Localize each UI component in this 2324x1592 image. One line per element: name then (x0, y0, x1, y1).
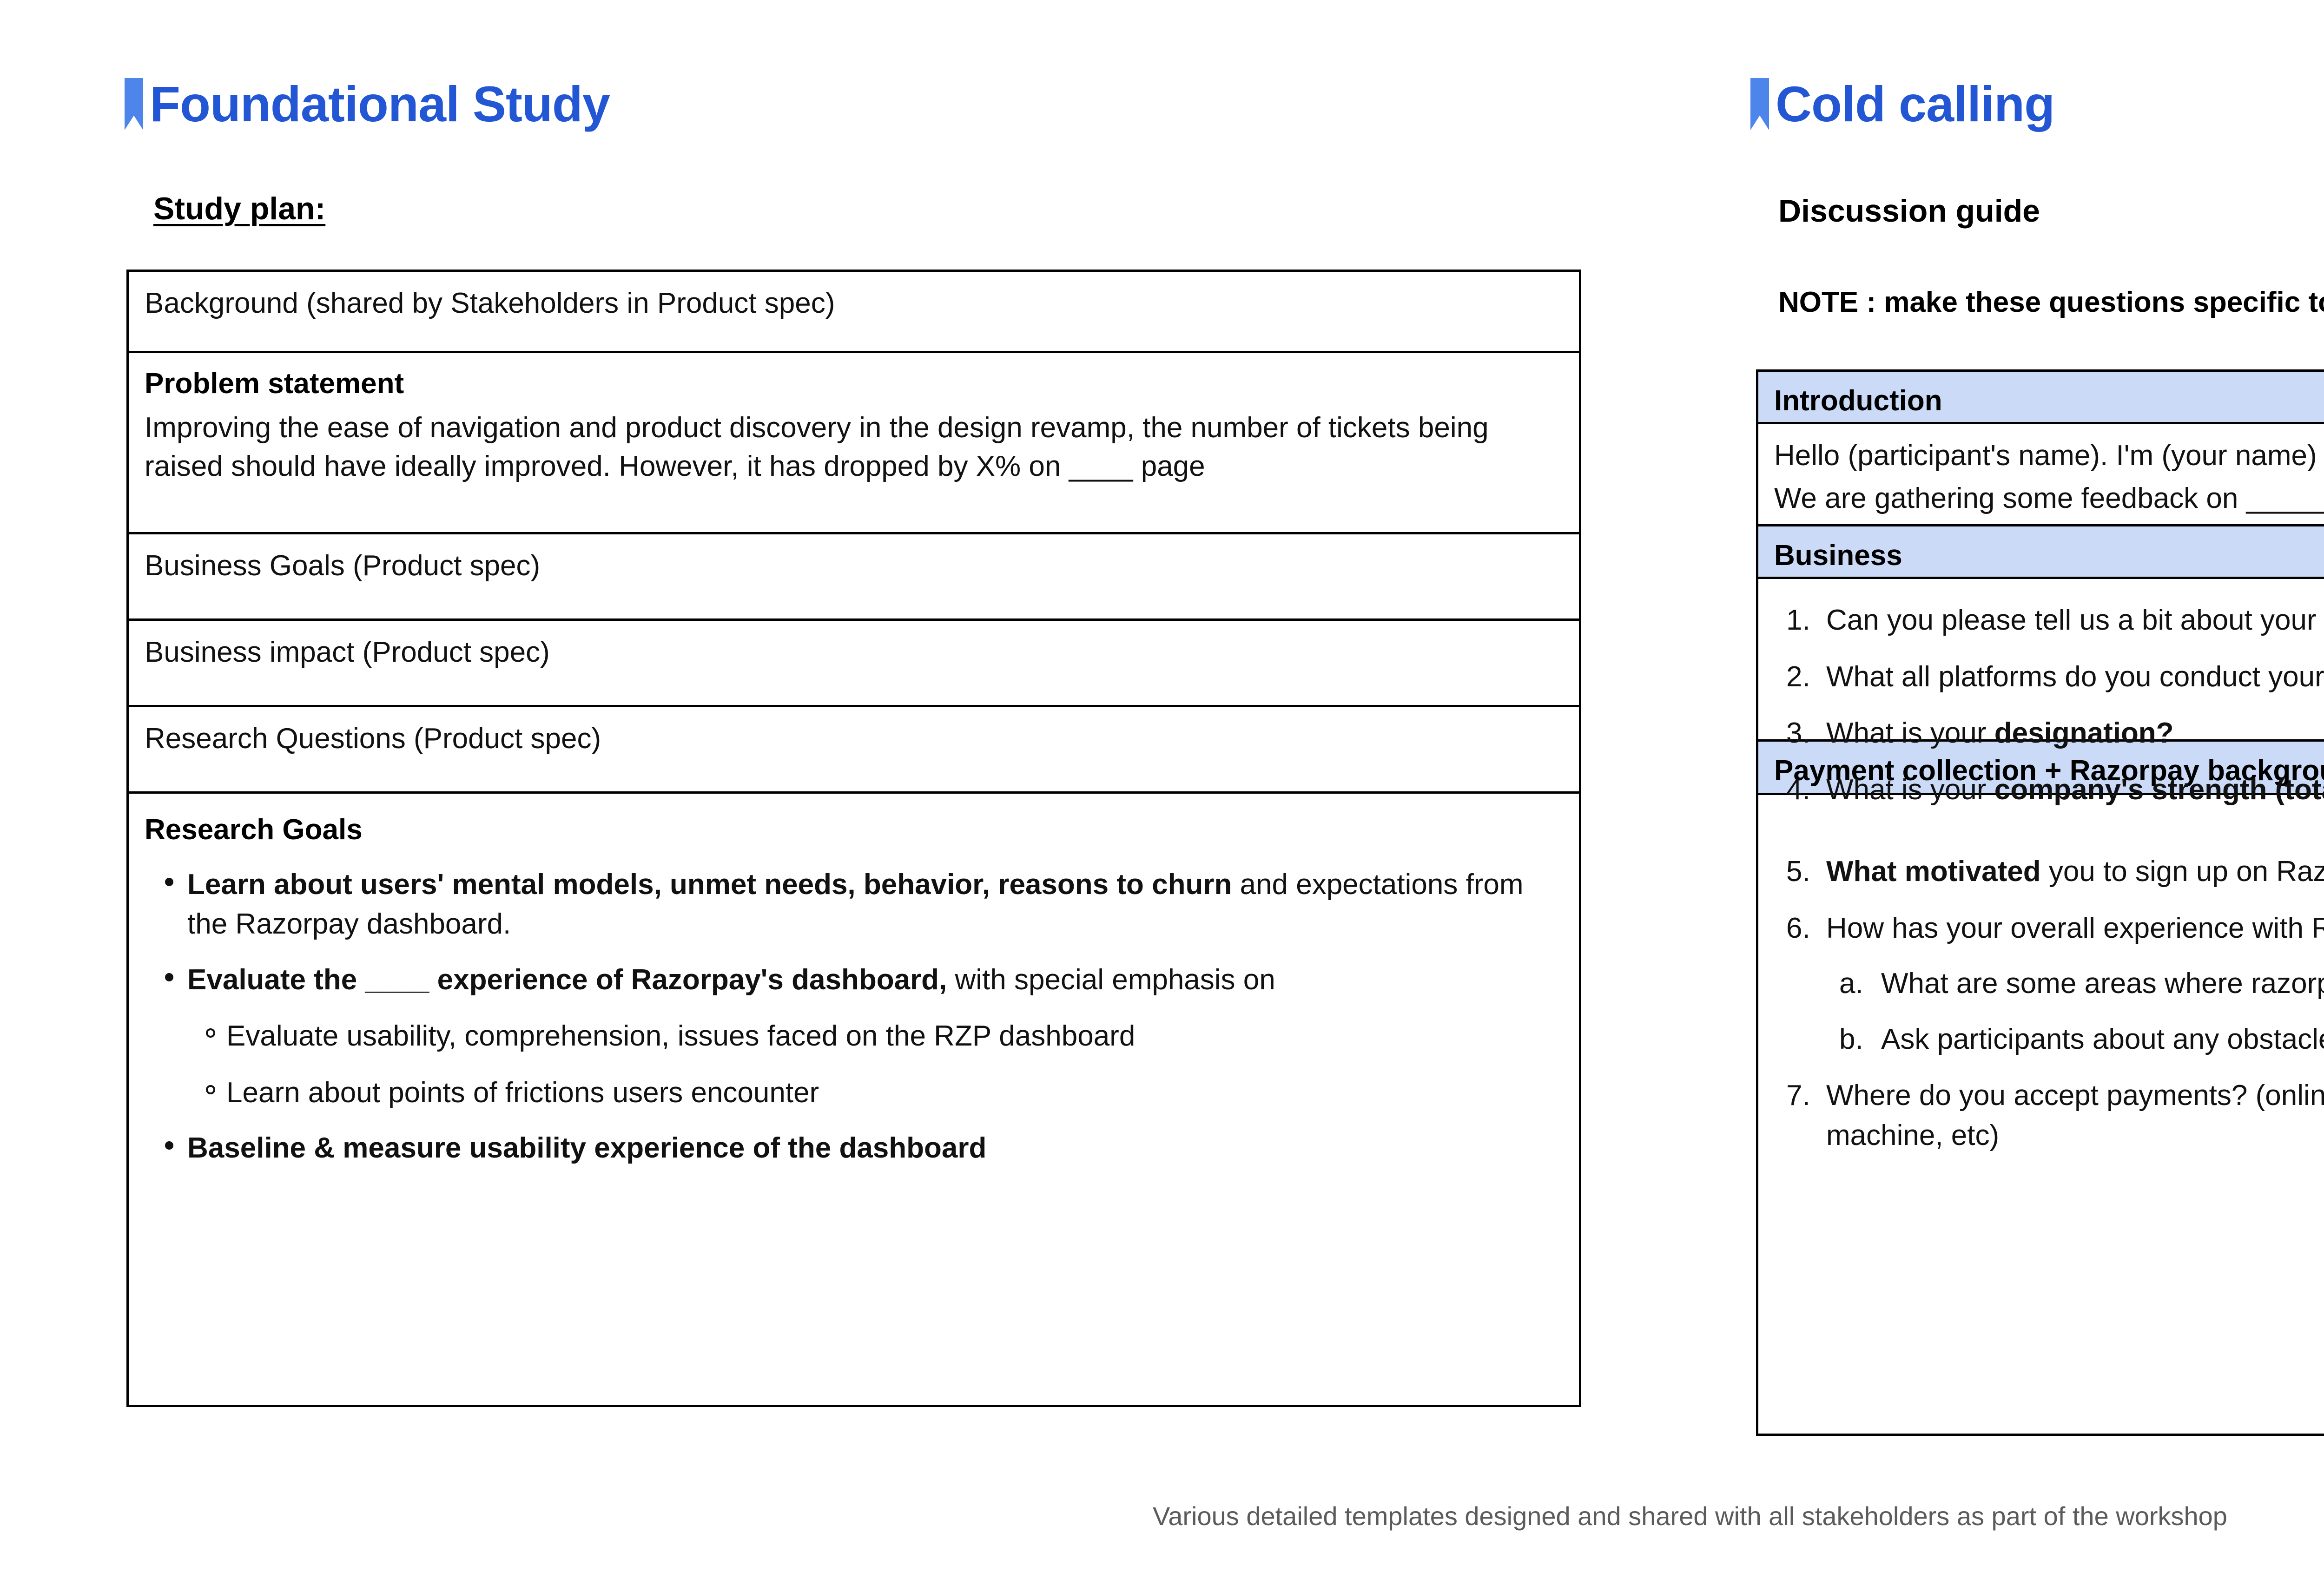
problem-statement-title: Problem statement (145, 368, 404, 400)
section-header-payment-collection: Payment collection + Razorpay background (1758, 742, 2324, 795)
section-body-introduction: Hello (participant's name). I'm (your na… (1758, 424, 2324, 526)
q1-marker: 1. (1786, 604, 1810, 636)
table-row-background: Background (shared by Stakeholders in Pr… (129, 272, 1579, 353)
business-goals-text: Business Goals (Product spec) (145, 550, 541, 582)
table-row-business-goals: Business Goals (Product spec) (129, 534, 1579, 621)
section-header-business: Business (1758, 526, 2324, 579)
list-item: Learn about users' mental models, unmet … (145, 865, 1563, 944)
list-item: 3. What is your designation? (1774, 713, 2324, 753)
list-item: 4. What is your company's strength (total… (1774, 770, 2324, 810)
right-page-title: Cold calling (1750, 76, 2055, 132)
q4-pre: What is your (1826, 773, 1994, 806)
research-goals-list: Learn about users' mental models, unmet … (145, 865, 1563, 1168)
discussion-guide-heading: Discussion guide (1778, 193, 2040, 229)
study-plan-table: Background (shared by Stakeholders in Pr… (126, 270, 1581, 1407)
section-body-business: 1. Can you please tell us a bit about you… (1758, 579, 2324, 806)
goal-3-bold: Baseline & measure usability experience … (187, 1132, 987, 1164)
q2-marker: 2. (1786, 660, 1810, 693)
introduction-line-2: We are gathering some feedback on _____.… (1774, 482, 2324, 514)
q5-post: you to sign up on Razorpay? (2048, 855, 2324, 888)
list-item: Evaluate usability, comprehension, issue… (187, 1016, 1563, 1056)
table-row-research-goals: Research Goals Learn about users' mental… (129, 794, 1579, 1402)
problem-statement-text: Improving the ease of navigation and pro… (145, 411, 1489, 483)
q3-bold: designation? (1994, 717, 2174, 750)
goal-1-rest: and expectations from the Razorpay dashb… (187, 868, 1524, 941)
q6a-marker: a. (1839, 967, 1863, 1000)
q4-bold: company's strength (total no. of workfor… (1994, 773, 2324, 806)
introduction-line-1: Hello (participant's name). I'm (your na… (1774, 440, 2324, 472)
q6-pre: How has your overall experience with Raz… (1826, 912, 2324, 944)
q2-pre: What all platforms do you conduct your b… (1826, 660, 2324, 693)
list-item: 1. Can you please tell us a bit about you… (1774, 600, 2324, 640)
bookmark-icon (125, 78, 143, 130)
goal-2-sublist: Evaluate usability, comprehension, issue… (187, 1016, 1563, 1112)
left-title-text: Foundational Study (150, 76, 610, 132)
list-item: Baseline & measure usability experience … (145, 1128, 1563, 1168)
q3-marker: 3. (1786, 717, 1810, 750)
goal-1-bold: Learn about users' mental models, unmet … (187, 868, 1232, 901)
q6a-text: What are some areas where razorpay can h… (1881, 967, 2324, 1000)
list-item: 5. What motivated you to sign up on Razor… (1774, 852, 2324, 892)
section-body-payment-collection: 5. What motivated you to sign up on Razor… (1758, 795, 2324, 1432)
q6-sublist: a. What are some areas where razorpay can… (1826, 964, 2324, 1059)
table-row-research-questions: Research Questions (Product spec) (129, 707, 1579, 794)
list-item: Learn about points of frictions users en… (187, 1073, 1563, 1113)
goal-2-bold: Evaluate the ____ experience of Razorpay… (187, 963, 947, 996)
list-item: 7. Where do you accept payments? (online … (1774, 1076, 2324, 1155)
table-row-problem-statement: Problem statement Improving the ease of … (129, 353, 1579, 534)
research-goals-title: Research Goals (145, 814, 363, 846)
footer-caption: Various detailed templates designed and … (1153, 1501, 2227, 1531)
payment-collection-header-text: Payment collection + Razorpay background (1774, 755, 2324, 787)
q1-pre: Can you please tell us a bit about your (1826, 604, 2324, 636)
q5-marker: 5. (1786, 855, 1810, 888)
business-question-list: 1. Can you please tell us a bit about you… (1774, 600, 2324, 809)
bookmark-icon (1750, 78, 1769, 130)
note-text: NOTE : make these questions specific to … (1778, 286, 2324, 318)
table-row-business-impact: Business impact (Product spec) (129, 621, 1579, 707)
discussion-guide-table: Introduction Hello (participant's name).… (1756, 369, 2324, 1436)
q3-pre: What is your (1826, 717, 1994, 750)
q7-pre: Where do you accept payments? (online - … (1826, 1079, 2324, 1151)
introduction-body: Hello (participant's name). I'm (your na… (1774, 436, 2324, 518)
right-title-text: Cold calling (1776, 76, 2055, 132)
q5-bold: What motivated (1826, 855, 2041, 888)
section-header-introduction: Introduction (1758, 372, 2324, 424)
q6b-marker: b. (1839, 1023, 1863, 1055)
background-text: Background (shared by Stakeholders in Pr… (145, 287, 835, 319)
list-item: b. Ask participants about any obstacles t… (1826, 1020, 2324, 1059)
introduction-header-text: Introduction (1774, 385, 1942, 417)
q6b-text: Ask participants about any obstacles the… (1881, 1023, 2324, 1055)
list-item: Evaluate the ____ experience of Razorpay… (145, 960, 1563, 1113)
payment-question-list: 5. What motivated you to sign up on Razor… (1774, 852, 2324, 1155)
q6-marker: 6. (1786, 912, 1810, 944)
q7-marker: 7. (1786, 1079, 1810, 1112)
business-header-text: Business (1774, 539, 1902, 572)
list-item: a. What are some areas where razorpay can… (1826, 964, 2324, 1004)
study-plan-heading: Study plan: (153, 191, 326, 226)
goal-2-rest: with special emphasis on (947, 963, 1275, 996)
left-page-title: Foundational Study (125, 78, 610, 130)
list-item: 2. What all platforms do you conduct your… (1774, 657, 2324, 697)
business-impact-text: Business impact (Product spec) (145, 636, 550, 668)
research-questions-text: Research Questions (Product spec) (145, 723, 601, 755)
q4-marker: 4. (1786, 773, 1810, 806)
list-item: 6. How has your overall experience with R… (1774, 908, 2324, 1059)
